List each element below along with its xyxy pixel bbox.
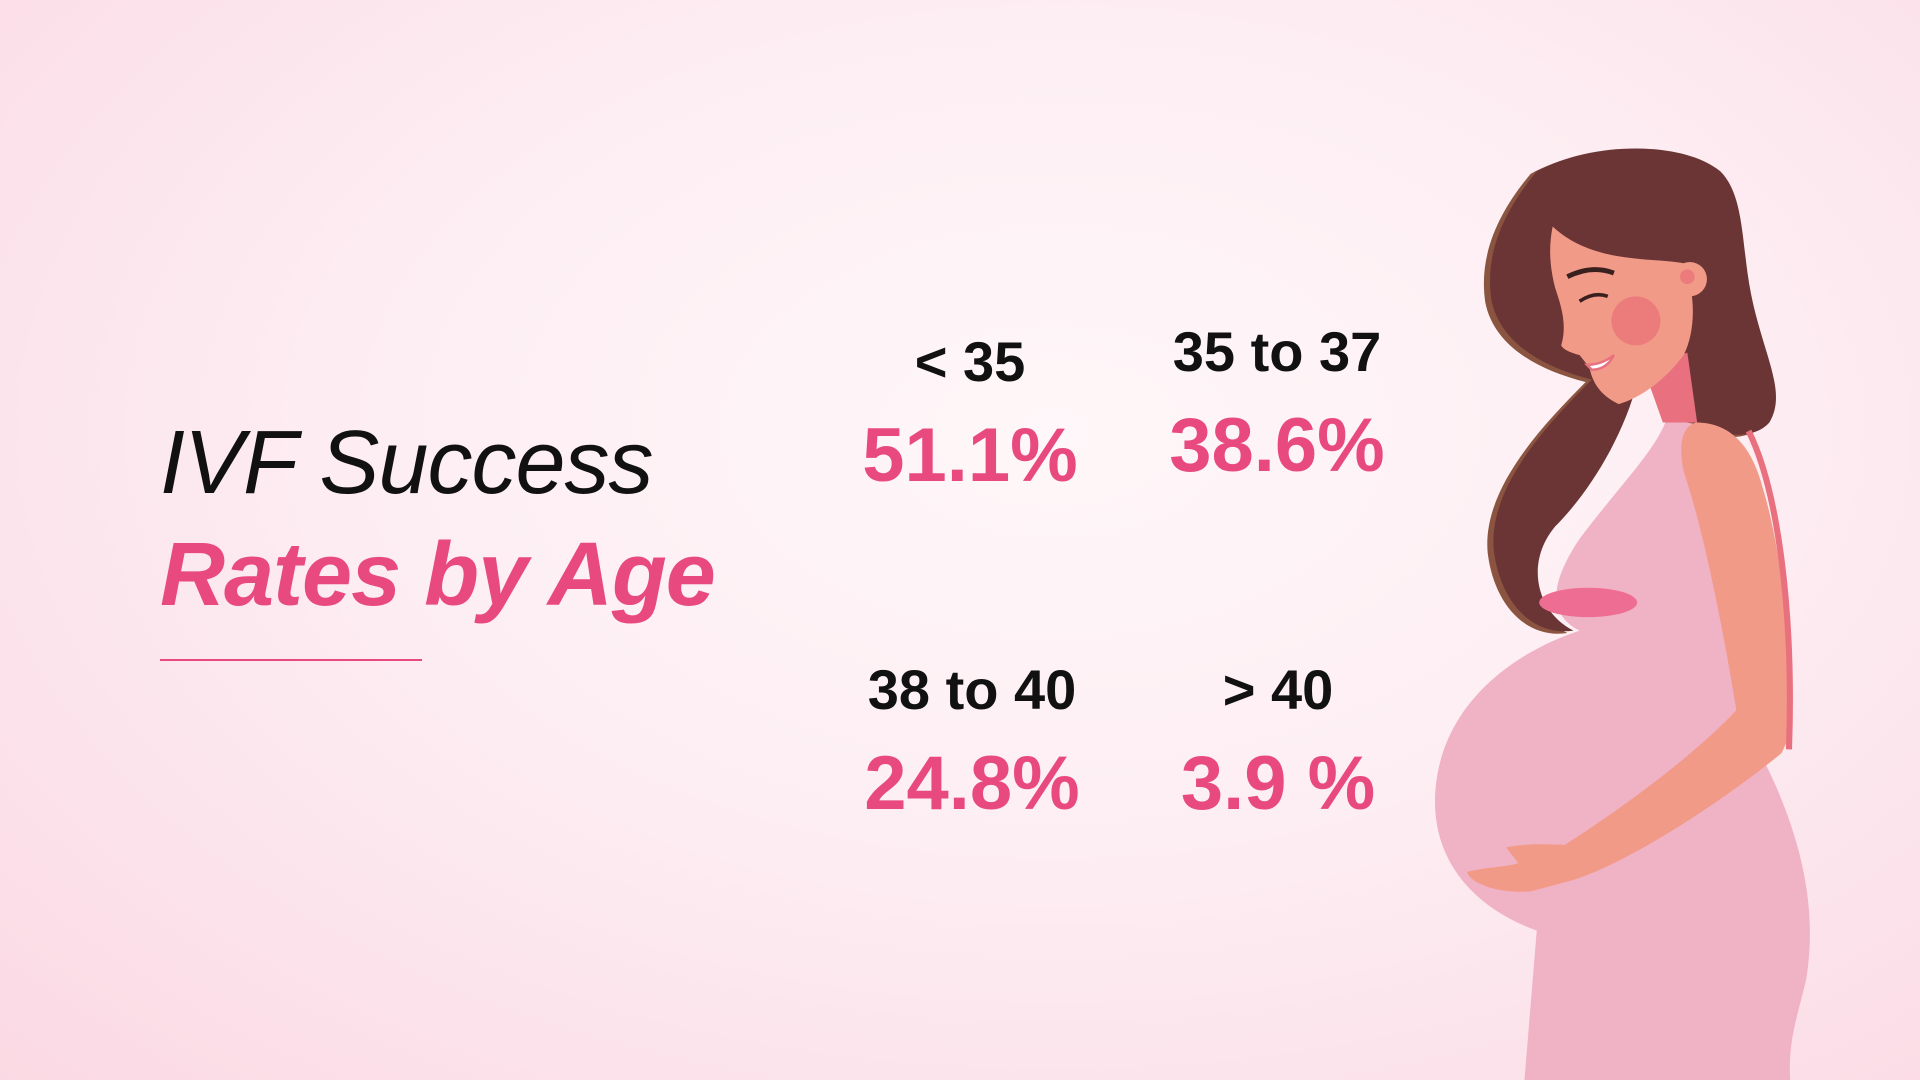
- age-label: < 35: [914, 330, 1026, 393]
- arm: [1466, 422, 1791, 892]
- smile: [1583, 354, 1615, 372]
- stat-35-to-37: 35 to 37 38.6%: [1127, 324, 1427, 484]
- eye: [1578, 292, 1609, 303]
- stat-over-40: > 40 3.9 %: [1128, 662, 1428, 822]
- success-rate: 3.9 %: [1180, 741, 1376, 826]
- dress-highlight: [1539, 587, 1638, 618]
- age-label: 35 to 37: [1172, 320, 1382, 383]
- title-line-1: IVF Success: [160, 413, 654, 513]
- cheek-blush: [1611, 296, 1661, 346]
- stat-under-35: < 35 51.1%: [820, 334, 1120, 494]
- success-rate: 38.6%: [1169, 403, 1385, 488]
- eyebrow: [1566, 267, 1615, 279]
- success-rate: 51.1%: [862, 413, 1078, 498]
- title-line-2: Rates by Age: [160, 525, 716, 625]
- stat-38-to-40: 38 to 40 24.8%: [822, 662, 1122, 822]
- age-label: > 40: [1222, 658, 1334, 721]
- ear-inner: [1680, 269, 1695, 285]
- arm-edge: [1745, 429, 1793, 750]
- success-rate: 24.8%: [864, 741, 1080, 826]
- age-label: 38 to 40: [867, 658, 1077, 721]
- title-underline: [160, 659, 422, 661]
